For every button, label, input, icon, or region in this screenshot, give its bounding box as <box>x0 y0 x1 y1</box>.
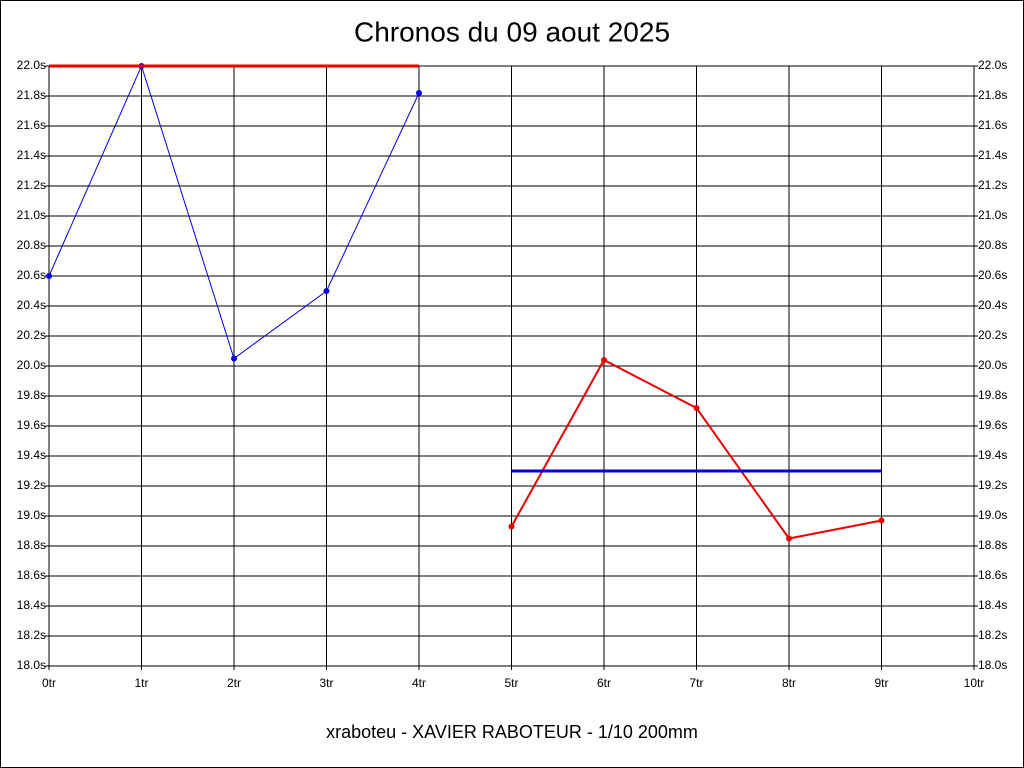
x-tick-label: 1tr <box>134 676 148 690</box>
y-tick-label: 19.4s <box>17 448 46 462</box>
y2-tick-label: 20.6s <box>978 268 1007 282</box>
y2-tick-label: 18.0s <box>978 658 1007 672</box>
data-point <box>416 90 422 96</box>
y-tick-label: 21.6s <box>17 118 46 132</box>
y-tick-label: 18.2s <box>17 628 46 642</box>
y-tick-label: 20.2s <box>17 328 46 342</box>
y-tick-label: 22.0s <box>17 58 46 72</box>
y-tick-label: 20.6s <box>17 268 46 282</box>
data-point <box>786 535 792 542</box>
y2-tick-label: 21.0s <box>978 208 1007 222</box>
y-tick-label: 19.0s <box>17 508 46 522</box>
data-point <box>46 273 52 279</box>
y-tick-label: 19.8s <box>17 388 46 402</box>
y-tick-label: 18.0s <box>17 658 46 672</box>
x-axis-label: xraboteu - XAVIER RABOTEUR - 1/10 200mm <box>326 722 698 742</box>
y2-tick-label: 21.8s <box>978 88 1007 102</box>
y-tick-label: 21.2s <box>17 178 46 192</box>
y-tick-label: 21.4s <box>17 148 46 162</box>
y-tick-label: 19.6s <box>17 418 46 432</box>
y2-tick-label: 19.2s <box>978 478 1007 492</box>
y2-tick-label: 19.8s <box>978 388 1007 402</box>
y2-tick-label: 22.0s <box>978 58 1007 72</box>
y2-tick-label: 18.8s <box>978 538 1007 552</box>
y-tick-label: 21.0s <box>17 208 46 222</box>
data-point <box>508 523 515 530</box>
data-point <box>693 405 700 411</box>
y-tick-label: 18.4s <box>17 598 46 612</box>
y2-tick-label: 18.4s <box>978 598 1007 612</box>
y2-tick-label: 19.4s <box>978 448 1007 462</box>
data-point <box>323 288 330 294</box>
x-tick-label: 2tr <box>227 676 241 690</box>
x-tick-label: 0tr <box>42 676 56 690</box>
y2-tick-label: 20.4s <box>978 298 1007 312</box>
x-tick-label: 3tr <box>319 676 333 690</box>
y2-tick-label: 21.6s <box>978 118 1007 132</box>
y-tick-label: 19.2s <box>17 478 46 492</box>
y-tick-label: 21.8s <box>17 88 46 102</box>
y2-tick-label: 19.0s <box>978 508 1007 522</box>
data-point <box>601 357 607 363</box>
y-tick-label: 18.6s <box>17 568 46 582</box>
x-tick-label: 6tr <box>597 676 611 690</box>
chart-title: Chronos du 09 aout 2025 <box>354 16 670 47</box>
y2-tick-label: 19.6s <box>978 418 1007 432</box>
y2-tick-label: 20.0s <box>978 358 1007 372</box>
y-tick-label: 20.4s <box>17 298 46 312</box>
y2-tick-label: 21.2s <box>978 178 1007 192</box>
y2-tick-label: 18.6s <box>978 568 1007 582</box>
y-tick-label: 20.0s <box>17 358 46 372</box>
y2-tick-label: 18.2s <box>978 628 1007 642</box>
data-point <box>231 355 237 362</box>
y-tick-label: 18.8s <box>17 538 46 552</box>
y2-tick-label: 20.8s <box>978 238 1007 252</box>
x-tick-label: 5tr <box>504 676 518 690</box>
x-tick-label: 9tr <box>874 676 888 690</box>
x-tick-label: 7tr <box>689 676 703 690</box>
x-tick-label: 4tr <box>412 676 426 690</box>
x-tick-label: 8tr <box>782 676 796 690</box>
data-point <box>878 517 885 524</box>
y-tick-label: 20.8s <box>17 238 46 252</box>
y2-tick-label: 21.4s <box>978 148 1007 162</box>
x-tick-label: 10tr <box>964 676 985 690</box>
y2-tick-label: 20.2s <box>978 328 1007 342</box>
